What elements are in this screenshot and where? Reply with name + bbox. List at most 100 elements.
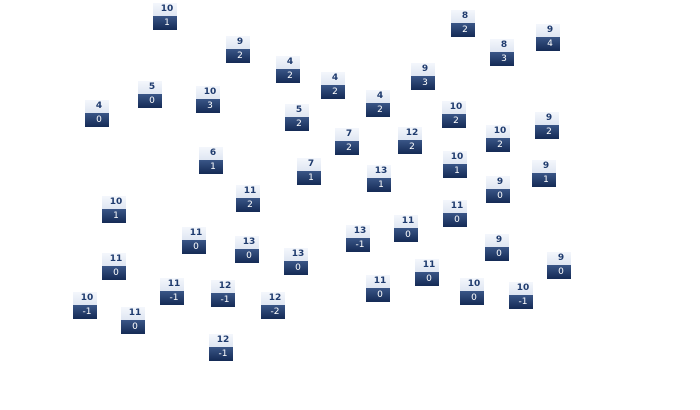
tile-top-value: 13 xyxy=(235,236,259,249)
tile[interactable]: 10 -1 xyxy=(73,292,97,319)
tile-bottom-value: -1 xyxy=(209,347,233,361)
tile-top-value: 11 xyxy=(366,275,390,288)
tile-bottom-value: 1 xyxy=(532,173,556,187)
tile-bottom-value: 1 xyxy=(199,160,223,174)
tile-bottom-value: 2 xyxy=(335,141,359,155)
tile[interactable]: 11 0 xyxy=(415,259,439,286)
tile[interactable]: 11 0 xyxy=(102,253,126,280)
tile[interactable]: 11 0 xyxy=(443,200,467,227)
tile-bottom-value: 0 xyxy=(235,249,259,263)
tile-top-value: 9 xyxy=(535,112,559,125)
tile-bottom-value: 0 xyxy=(485,247,509,261)
tile[interactable]: 10 2 xyxy=(442,101,466,128)
tile-top-value: 13 xyxy=(367,165,391,178)
tile[interactable]: 10 -1 xyxy=(509,282,533,309)
tile-bottom-value: -1 xyxy=(211,293,235,307)
tile[interactable]: 13 -1 xyxy=(346,225,370,252)
tile[interactable]: 11 -1 xyxy=(160,278,184,305)
tile[interactable]: 10 2 xyxy=(486,125,510,152)
tile-top-value: 7 xyxy=(335,128,359,141)
tile-bottom-value: 4 xyxy=(536,37,560,51)
tile[interactable]: 12 -2 xyxy=(261,292,285,319)
tile[interactable]: 12 -1 xyxy=(211,280,235,307)
tile-top-value: 12 xyxy=(209,334,233,347)
tile-top-value: 9 xyxy=(226,36,250,49)
tile-bottom-value: 0 xyxy=(85,113,109,127)
tile-bottom-value: 2 xyxy=(276,69,300,83)
tile[interactable]: 13 0 xyxy=(284,248,308,275)
tile[interactable]: 11 0 xyxy=(366,275,390,302)
tile-top-value: 11 xyxy=(182,227,206,240)
tile-bottom-value: 2 xyxy=(398,140,422,154)
tile-top-value: 11 xyxy=(394,215,418,228)
tile-top-value: 12 xyxy=(211,280,235,293)
tile-top-value: 10 xyxy=(509,282,533,295)
tile[interactable]: 10 3 xyxy=(196,86,220,113)
tile[interactable]: 12 -1 xyxy=(209,334,233,361)
tile-top-value: 10 xyxy=(460,278,484,291)
tile[interactable]: 13 0 xyxy=(235,236,259,263)
tile-top-value: 7 xyxy=(297,158,321,171)
tile-top-value: 10 xyxy=(73,292,97,305)
tile[interactable]: 12 2 xyxy=(398,127,422,154)
tile-bottom-value: 2 xyxy=(285,117,309,131)
tile-top-value: 8 xyxy=(490,39,514,52)
tile-top-value: 9 xyxy=(485,234,509,247)
tile-bottom-value: 2 xyxy=(236,198,260,212)
tile-top-value: 5 xyxy=(138,81,162,94)
tile[interactable]: 10 0 xyxy=(460,278,484,305)
tile-bottom-value: 0 xyxy=(138,94,162,108)
tile-bottom-value: 1 xyxy=(153,16,177,30)
tile-top-value: 11 xyxy=(443,200,467,213)
tile-top-value: 12 xyxy=(261,292,285,305)
tile-bottom-value: 2 xyxy=(366,103,390,117)
tile-top-value: 11 xyxy=(160,278,184,291)
tile-top-value: 13 xyxy=(284,248,308,261)
tile-bottom-value: -2 xyxy=(261,305,285,319)
tile-top-value: 10 xyxy=(443,151,467,164)
tile[interactable]: 10 1 xyxy=(153,3,177,30)
tile-bottom-value: -1 xyxy=(346,238,370,252)
tile-bottom-value: 0 xyxy=(102,266,126,280)
tile-bottom-value: 0 xyxy=(182,240,206,254)
tile-top-value: 4 xyxy=(321,72,345,85)
tile-top-value: 5 xyxy=(285,104,309,117)
tile[interactable]: 10 1 xyxy=(102,196,126,223)
tile-bottom-value: 3 xyxy=(411,76,435,90)
tile-bottom-value: 3 xyxy=(490,52,514,66)
tile-bottom-value: 0 xyxy=(443,213,467,227)
tile[interactable]: 11 0 xyxy=(394,215,418,242)
tile[interactable]: 13 1 xyxy=(367,165,391,192)
tile-bottom-value: 2 xyxy=(486,138,510,152)
tile[interactable]: 11 0 xyxy=(121,307,145,334)
tile-bottom-value: -1 xyxy=(160,291,184,305)
tile-bottom-value: -1 xyxy=(509,295,533,309)
tile-top-value: 9 xyxy=(547,252,571,265)
tile[interactable]: 11 0 xyxy=(182,227,206,254)
tile[interactable]: 11 2 xyxy=(236,185,260,212)
tile-top-value: 4 xyxy=(366,90,390,103)
tile-top-value: 9 xyxy=(486,176,510,189)
tile-top-value: 8 xyxy=(451,10,475,23)
tile[interactable]: 10 1 xyxy=(443,151,467,178)
tile-top-value: 9 xyxy=(536,24,560,37)
